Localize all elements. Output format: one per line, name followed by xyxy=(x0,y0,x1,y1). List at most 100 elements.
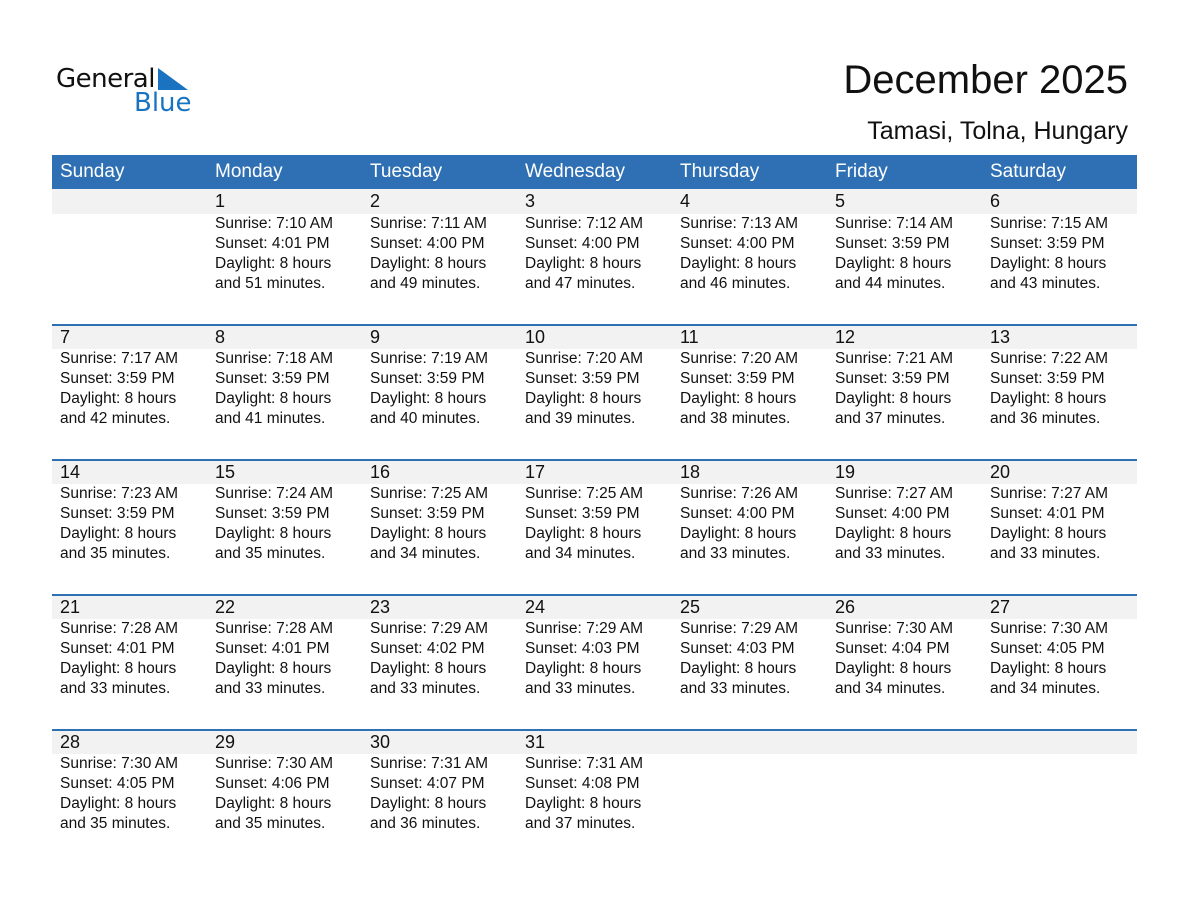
day-number: 15 xyxy=(215,462,236,482)
daylight-text: Daylight: 8 hours xyxy=(990,255,1107,272)
sunset-text: Sunset: 4:00 PM xyxy=(835,505,950,522)
sunrise-text: Sunrise: 7:23 AM xyxy=(60,485,179,502)
sunrise-text: Sunrise: 7:11 AM xyxy=(370,215,487,232)
weekday-tuesday: Tuesday xyxy=(370,161,443,182)
day-cell: 6 Sunrise: 7:15 AM Sunset: 3:59 PM Daylight… xyxy=(982,189,1137,324)
date-strip xyxy=(207,326,362,349)
daylight-text: and 33 minutes. xyxy=(990,545,1101,562)
daylight-text: and 35 minutes. xyxy=(215,815,326,832)
day-number: 4 xyxy=(680,191,691,211)
date-strip xyxy=(52,189,207,214)
daylight-text: Daylight: 8 hours xyxy=(990,525,1107,542)
daylight-text: and 35 minutes. xyxy=(215,545,326,562)
day-number: 12 xyxy=(835,327,856,347)
date-strip xyxy=(517,461,672,484)
daylight-text: Daylight: 8 hours xyxy=(525,525,642,542)
day-cell: 7 Sunrise: 7:17 AM Sunset: 3:59 PM Daylight… xyxy=(52,326,207,459)
sunrise-text: Sunrise: 7:13 AM xyxy=(680,215,799,232)
day-cell: 16 Sunrise: 7:25 AM Sunset: 3:59 PM Dayligh… xyxy=(362,461,517,594)
date-strip xyxy=(207,596,362,619)
calendar-week: 28 Sunrise: 7:30 AM Sunset: 4:05 PM Dayligh… xyxy=(52,729,1137,864)
day-cell: 15 Sunrise: 7:24 AM Sunset: 3:59 PM Dayligh… xyxy=(207,461,362,594)
sunset-text: Sunset: 3:59 PM xyxy=(525,370,640,387)
sunset-text: Sunset: 3:59 PM xyxy=(525,505,640,522)
daylight-text: and 33 minutes. xyxy=(835,545,946,562)
date-strip xyxy=(827,596,982,619)
daylight-text: Daylight: 8 hours xyxy=(215,525,332,542)
date-strip xyxy=(982,461,1137,484)
sunset-text: Sunset: 3:59 PM xyxy=(990,235,1105,252)
sunrise-text: Sunrise: 7:25 AM xyxy=(525,485,644,502)
sunrise-text: Sunrise: 7:26 AM xyxy=(680,485,799,502)
day-number: 24 xyxy=(525,597,546,617)
sunset-text: Sunset: 4:01 PM xyxy=(215,235,330,252)
daylight-text: Daylight: 8 hours xyxy=(370,525,487,542)
day-number: 23 xyxy=(370,597,391,617)
day-number: 10 xyxy=(525,327,546,347)
day-cell: 11 Sunrise: 7:20 AM Sunset: 3:59 PM Dayligh… xyxy=(672,326,827,459)
daylight-text: and 43 minutes. xyxy=(990,275,1101,292)
day-cell: 2 Sunrise: 7:11 AM Sunset: 4:00 PM Daylight… xyxy=(362,189,517,324)
daylight-text: Daylight: 8 hours xyxy=(990,390,1107,407)
sunrise-text: Sunrise: 7:30 AM xyxy=(990,620,1109,637)
day-cell: 28 Sunrise: 7:30 AM Sunset: 4:05 PM Dayligh… xyxy=(52,731,207,864)
daylight-text: Daylight: 8 hours xyxy=(370,795,487,812)
calendar-week: 7 Sunrise: 7:17 AM Sunset: 3:59 PM Daylight… xyxy=(52,324,1137,459)
sunrise-text: Sunrise: 7:31 AM xyxy=(370,755,489,772)
sunset-text: Sunset: 3:59 PM xyxy=(835,235,950,252)
day-number: 16 xyxy=(370,462,391,482)
daylight-text: Daylight: 8 hours xyxy=(680,390,797,407)
date-strip xyxy=(982,326,1137,349)
day-number: 6 xyxy=(990,191,1001,211)
date-strip xyxy=(362,461,517,484)
sunset-text: Sunset: 4:06 PM xyxy=(215,775,330,792)
date-strip xyxy=(982,189,1137,214)
sunset-text: Sunset: 4:05 PM xyxy=(60,775,175,792)
date-strip xyxy=(827,461,982,484)
sunrise-text: Sunrise: 7:20 AM xyxy=(680,350,799,367)
empty-cell xyxy=(982,731,1137,864)
daylight-text: and 33 minutes. xyxy=(215,680,326,697)
logo: General Blue xyxy=(56,64,192,118)
daylight-text: Daylight: 8 hours xyxy=(215,390,332,407)
daylight-text: and 44 minutes. xyxy=(835,275,946,292)
daylight-text: Daylight: 8 hours xyxy=(835,255,952,272)
daylight-text: Daylight: 8 hours xyxy=(370,660,487,677)
daylight-text: Daylight: 8 hours xyxy=(525,255,642,272)
date-strip xyxy=(52,731,207,754)
day-number: 11 xyxy=(680,327,699,347)
daylight-text: and 35 minutes. xyxy=(60,545,171,562)
day-number: 30 xyxy=(370,732,391,752)
sunrise-text: Sunrise: 7:18 AM xyxy=(215,350,334,367)
day-cell: 24 Sunrise: 7:29 AM Sunset: 4:03 PM Dayligh… xyxy=(517,596,672,729)
daylight-text: Daylight: 8 hours xyxy=(60,795,177,812)
date-strip xyxy=(517,189,672,214)
daylight-text: and 39 minutes. xyxy=(525,410,636,427)
sunrise-text: Sunrise: 7:14 AM xyxy=(835,215,954,232)
day-number: 2 xyxy=(370,191,381,211)
date-strip xyxy=(52,326,207,349)
daylight-text: Daylight: 8 hours xyxy=(680,525,797,542)
day-number: 17 xyxy=(525,462,546,482)
sunrise-text: Sunrise: 7:27 AM xyxy=(835,485,954,502)
day-number: 21 xyxy=(60,597,81,617)
date-strip xyxy=(827,731,982,754)
daylight-text: and 42 minutes. xyxy=(60,410,171,427)
sunset-text: Sunset: 4:01 PM xyxy=(215,640,330,657)
sunrise-text: Sunrise: 7:17 AM xyxy=(60,350,179,367)
logo-triangle-icon xyxy=(158,68,188,90)
sunrise-text: Sunrise: 7:25 AM xyxy=(370,485,489,502)
sunset-text: Sunset: 4:03 PM xyxy=(680,640,795,657)
daylight-text: and 37 minutes. xyxy=(835,410,946,427)
date-strip xyxy=(672,596,827,619)
logo-text-general: General xyxy=(56,64,155,94)
day-cell: 18 Sunrise: 7:26 AM Sunset: 4:00 PM Dayligh… xyxy=(672,461,827,594)
daylight-text: Daylight: 8 hours xyxy=(370,390,487,407)
daylight-text: and 33 minutes. xyxy=(680,680,791,697)
day-number: 18 xyxy=(680,462,701,482)
daylight-text: and 51 minutes. xyxy=(215,275,326,292)
date-strip xyxy=(362,731,517,754)
sunset-text: Sunset: 3:59 PM xyxy=(990,370,1105,387)
day-cell: 30 Sunrise: 7:31 AM Sunset: 4:07 PM Dayligh… xyxy=(362,731,517,864)
sunset-text: Sunset: 4:00 PM xyxy=(370,235,485,252)
